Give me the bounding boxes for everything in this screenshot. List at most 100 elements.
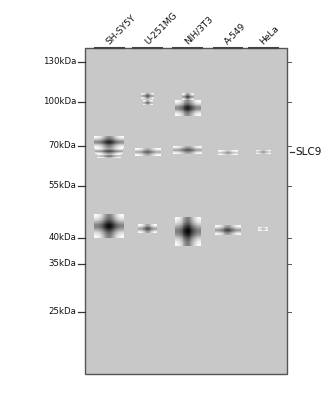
Bar — [102, 148, 103, 154]
Bar — [152, 224, 153, 233]
Bar — [96, 136, 97, 148]
Bar — [122, 214, 123, 238]
Bar — [192, 217, 193, 246]
Bar — [114, 148, 115, 154]
Bar — [199, 217, 200, 246]
Bar — [94, 136, 95, 148]
Bar — [145, 224, 146, 233]
Bar — [190, 146, 191, 154]
Bar — [175, 217, 201, 218]
Bar — [179, 100, 180, 116]
Bar — [227, 225, 228, 235]
Bar — [103, 148, 104, 154]
Text: NIH/3T3: NIH/3T3 — [183, 14, 215, 46]
Bar — [177, 100, 178, 116]
Bar — [94, 236, 124, 237]
Bar — [153, 224, 154, 233]
Bar — [122, 136, 123, 148]
Bar — [181, 146, 182, 154]
Bar — [111, 148, 112, 154]
Bar — [110, 214, 111, 238]
Bar — [187, 146, 188, 154]
Bar — [123, 136, 125, 148]
Bar — [226, 225, 227, 235]
Bar — [180, 146, 181, 154]
Text: 35kDa: 35kDa — [48, 260, 76, 268]
Bar — [121, 136, 122, 148]
Bar — [194, 100, 195, 116]
Bar — [178, 217, 179, 246]
Bar — [182, 100, 183, 116]
Bar — [102, 154, 103, 158]
Bar — [175, 218, 201, 219]
Bar — [190, 100, 191, 116]
Bar — [115, 148, 116, 154]
Bar — [119, 214, 120, 238]
Bar — [98, 154, 99, 158]
Bar — [100, 148, 101, 154]
Bar — [199, 146, 200, 154]
Bar — [97, 136, 98, 148]
Bar — [175, 240, 201, 241]
Bar — [113, 148, 114, 154]
Bar — [261, 227, 262, 231]
Bar — [185, 146, 186, 154]
Bar — [185, 217, 186, 246]
Bar — [175, 228, 201, 229]
Bar — [194, 217, 195, 246]
Bar — [115, 154, 116, 158]
Bar — [149, 148, 150, 156]
Bar — [94, 235, 124, 236]
Bar — [191, 146, 192, 154]
Bar — [117, 136, 118, 148]
Bar — [152, 100, 153, 105]
Bar — [105, 214, 106, 238]
Bar — [176, 146, 177, 154]
Bar — [267, 150, 268, 154]
Bar — [142, 148, 143, 156]
Bar — [175, 245, 201, 246]
Text: U-251MG: U-251MG — [143, 10, 179, 46]
Bar — [150, 148, 151, 156]
Bar — [120, 214, 121, 238]
Bar — [191, 217, 192, 246]
Bar — [123, 214, 124, 238]
Bar — [111, 136, 112, 148]
Bar — [175, 225, 201, 226]
Bar — [175, 234, 201, 235]
Bar — [113, 154, 114, 158]
Bar — [175, 244, 201, 245]
Bar — [193, 217, 194, 246]
Bar — [192, 93, 193, 100]
Bar — [181, 100, 182, 116]
Bar — [225, 225, 226, 235]
Bar — [116, 154, 117, 158]
Text: 70kDa: 70kDa — [48, 142, 76, 150]
Bar — [94, 237, 124, 238]
Bar — [197, 217, 198, 246]
Bar — [175, 242, 201, 243]
Bar — [147, 93, 148, 99]
Bar — [187, 93, 188, 100]
Bar — [269, 150, 270, 154]
Bar — [218, 150, 219, 155]
Bar — [261, 150, 262, 154]
Bar — [97, 148, 98, 154]
Bar — [226, 150, 227, 155]
Bar — [232, 225, 233, 235]
Bar — [113, 214, 114, 238]
Bar — [186, 93, 187, 100]
Bar — [94, 221, 124, 222]
Bar — [215, 225, 216, 235]
Bar — [234, 225, 235, 235]
Bar — [145, 148, 146, 156]
Bar — [177, 217, 178, 246]
Bar — [177, 146, 178, 154]
Bar — [200, 100, 201, 116]
Bar — [107, 136, 108, 148]
Bar — [104, 148, 105, 154]
Bar — [111, 154, 112, 158]
Bar — [190, 217, 191, 246]
Bar — [115, 214, 116, 238]
Bar — [184, 100, 185, 116]
